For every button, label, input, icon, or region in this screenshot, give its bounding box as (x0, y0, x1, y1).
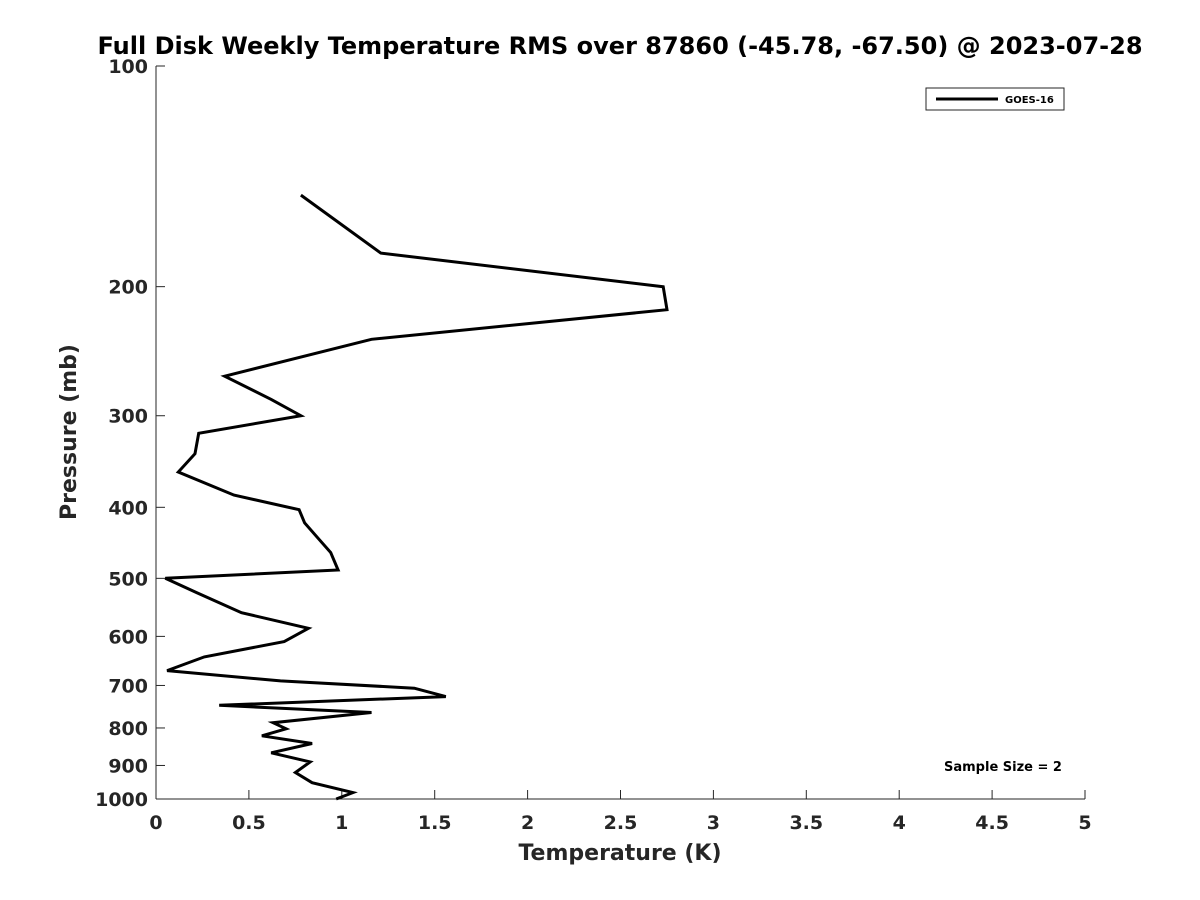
y-tick-label: 100 (108, 56, 148, 78)
x-tick-label: 0 (149, 812, 162, 834)
legend: GOES-16 (925, 87, 1065, 111)
x-axis-label: Temperature (K) (518, 841, 721, 866)
y-tick-label: 1000 (95, 789, 148, 811)
x-tick-label: 2 (521, 812, 534, 834)
x-tick-label: 4 (893, 812, 906, 834)
x-axis-ticks: 0 0.5 1 1.5 2 2.5 3 3.5 4 4.5 5 (149, 790, 1092, 834)
y-tick-label: 300 (108, 406, 148, 428)
series-group (164, 193, 669, 801)
sample-size-annotation: Sample Size = 2 (944, 760, 1062, 775)
chart-title: Full Disk Weekly Temperature RMS over 87… (97, 32, 1142, 60)
x-tick-label: 1 (335, 812, 348, 834)
x-tick-label: 3.5 (789, 812, 823, 834)
x-tick-label: 5 (1078, 812, 1091, 834)
y-axis-ticks: 100 200 300 400 500 600 700 800 900 1000 (95, 56, 165, 811)
legend-label-goes-16: GOES-16 (1005, 95, 1054, 106)
x-tick-label: 4.5 (975, 812, 1009, 834)
y-tick-label: 600 (108, 626, 148, 648)
y-tick-label: 700 (108, 675, 148, 697)
y-tick-label: 200 (108, 277, 148, 299)
series-line-goes-16 (164, 193, 669, 801)
x-tick-label: 1.5 (418, 812, 452, 834)
y-tick-label: 500 (108, 568, 148, 590)
x-tick-label: 2.5 (604, 812, 638, 834)
y-tick-label: 800 (108, 718, 148, 740)
y-tick-label: 900 (108, 755, 148, 777)
y-tick-label: 400 (108, 497, 148, 519)
y-axis-label: Pressure (mb) (57, 344, 82, 520)
x-tick-label: 0.5 (232, 812, 266, 834)
x-tick-label: 3 (707, 812, 720, 834)
